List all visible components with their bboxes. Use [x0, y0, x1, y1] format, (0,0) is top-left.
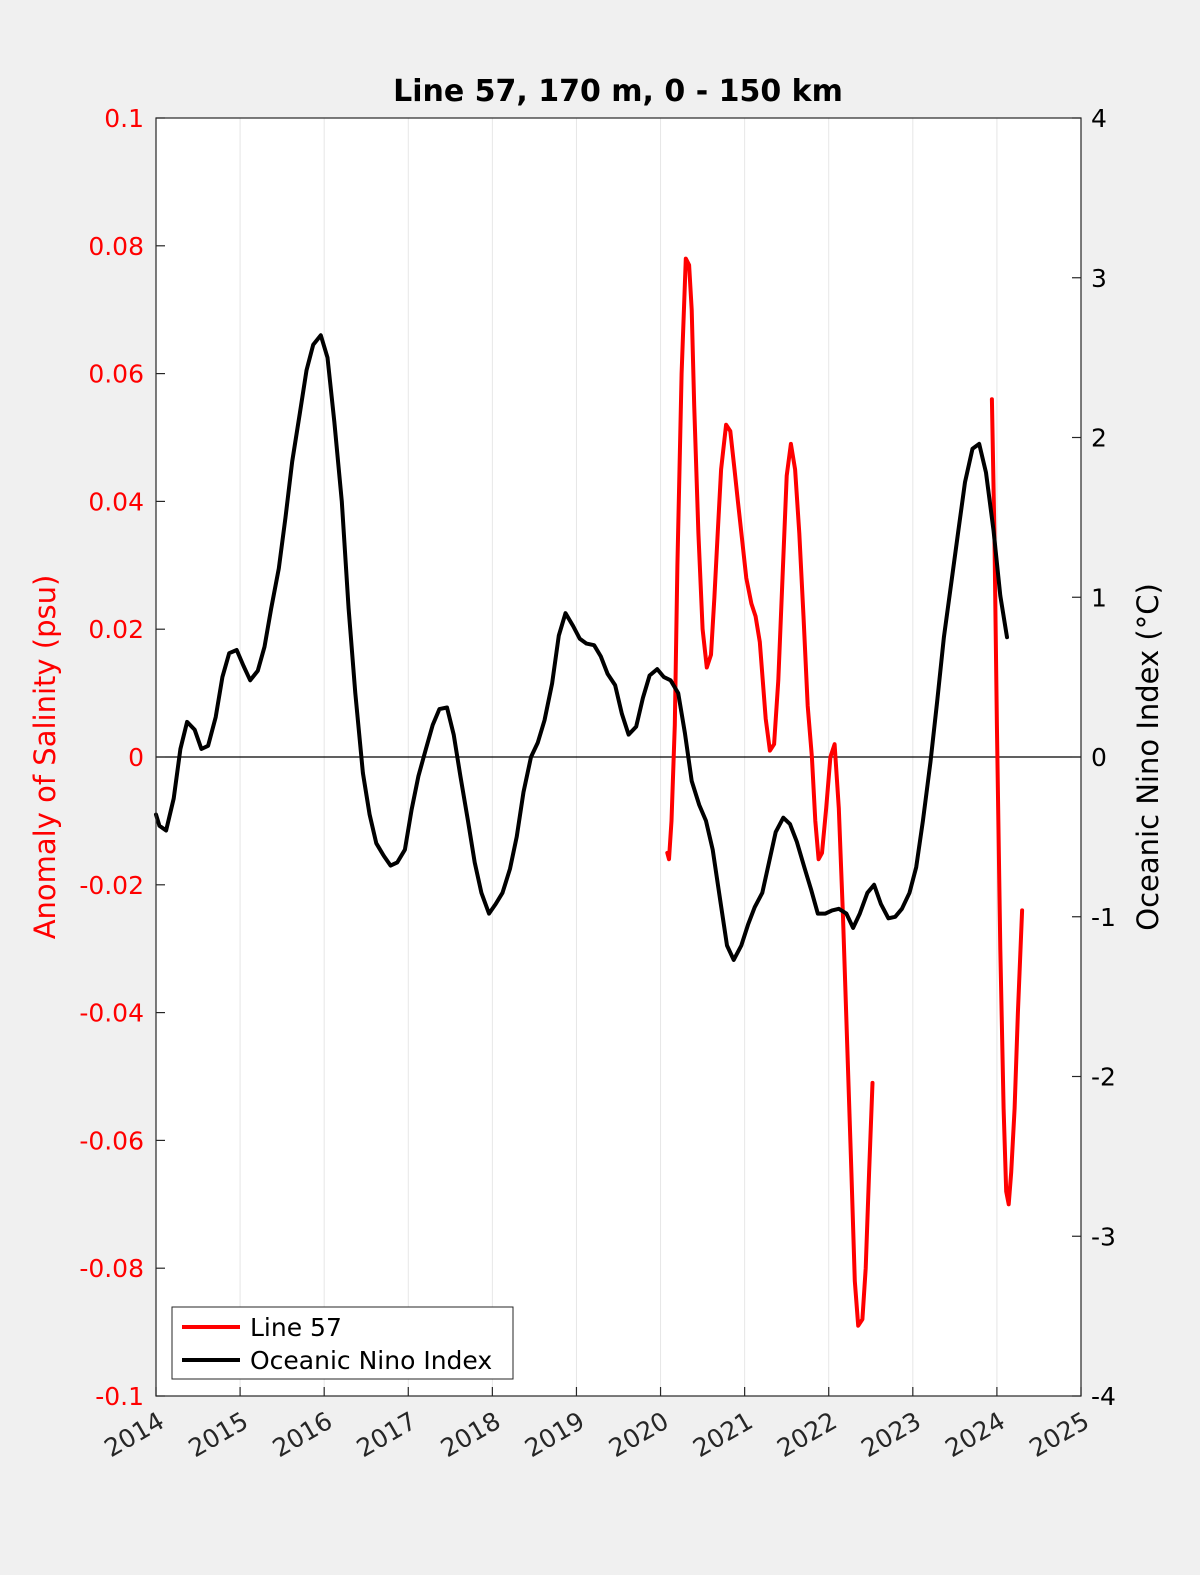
y-axis-right-label: Oceanic Nino Index (°C)	[1131, 583, 1165, 931]
y-left-tick-label: 0.02	[88, 615, 144, 644]
y-left-tick-label: -0.08	[79, 1254, 144, 1283]
legend: Line 57 Oceanic Nino Index	[171, 1306, 514, 1380]
y-right-tick-label: -1	[1091, 903, 1116, 932]
series-layer	[154, 256, 1025, 1328]
series-oni-line	[154, 333, 1009, 962]
y-left-tick-label: -0.02	[79, 871, 144, 900]
y-left-tick-label: -0.1	[95, 1382, 144, 1411]
y-left-tick-label: 0.04	[88, 487, 144, 516]
y-right-tick-label: -4	[1091, 1382, 1116, 1411]
y-right-tick-label: 4	[1091, 104, 1107, 133]
y-right-tick-label: 1	[1091, 583, 1107, 612]
legend-box	[171, 1306, 514, 1380]
chart-title: Line 57, 170 m, 0 - 150 km	[393, 74, 843, 109]
y-left-tick-label: -0.04	[79, 999, 144, 1028]
y-left-tick-label: -0.06	[79, 1126, 144, 1155]
series-line57-1	[989, 397, 1025, 1207]
y-right-tick-label: 2	[1091, 424, 1107, 453]
y-left-tick-label: 0.08	[88, 232, 144, 261]
y-left-tick-label: 0	[128, 743, 144, 772]
y-right-tick-label: 3	[1091, 264, 1107, 293]
legend-label-line57: Line 57	[250, 1313, 342, 1342]
y-axis-left-label: Anomaly of Salinity (psu)	[28, 575, 62, 940]
y-right-tick-label: 0	[1091, 743, 1107, 772]
y-left-tick-label: 0.06	[88, 360, 144, 389]
y-right-tick-label: -3	[1091, 1222, 1116, 1251]
legend-label-oni: Oceanic Nino Index	[250, 1346, 492, 1375]
y-left-tick-label: 0.1	[104, 104, 144, 133]
y-right-tick-label: -2	[1091, 1063, 1116, 1092]
series-line57-0	[665, 256, 875, 1328]
